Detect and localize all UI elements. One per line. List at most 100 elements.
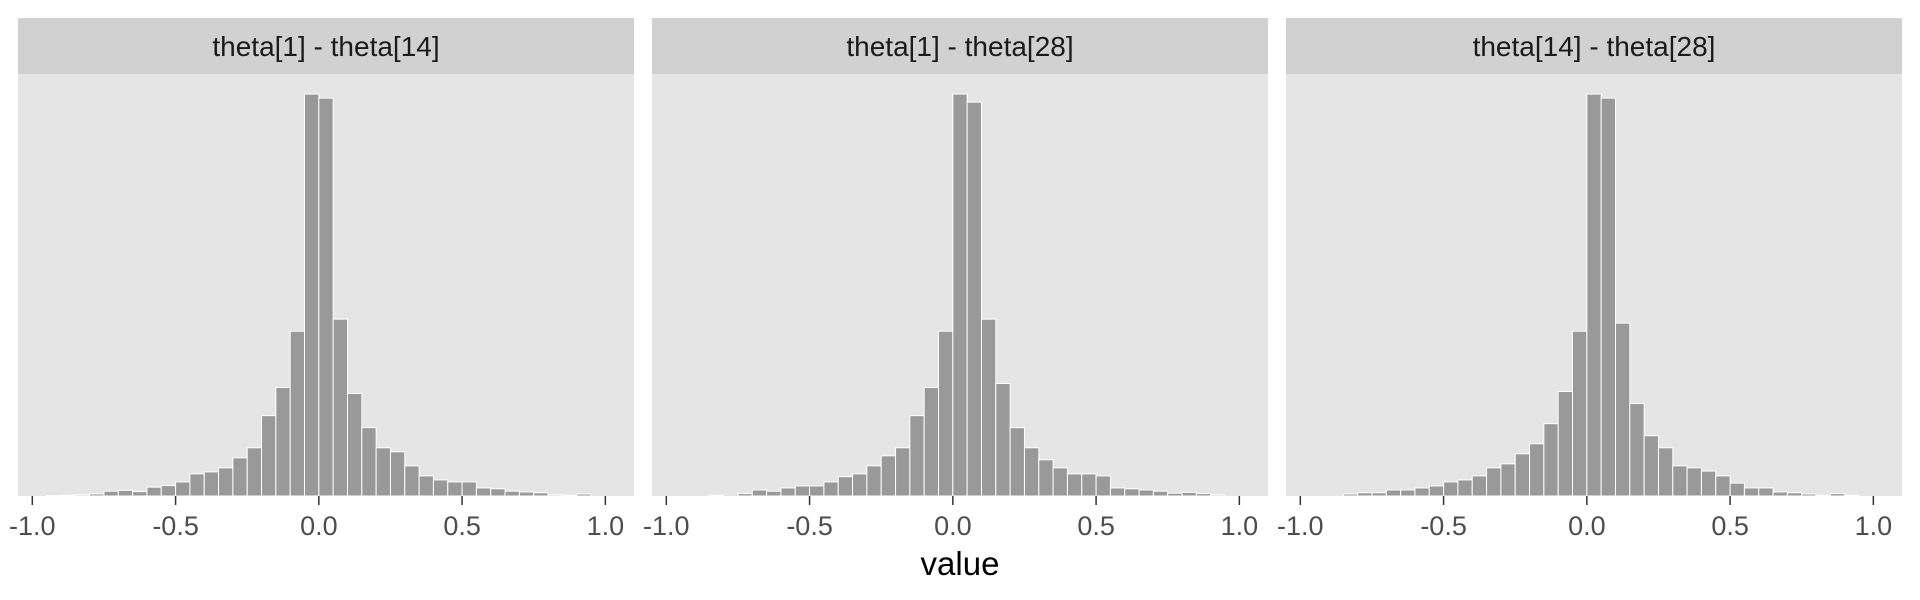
histogram-bar: [1009, 427, 1025, 497]
histogram-bar: [1486, 467, 1502, 497]
histogram-bar: [1529, 443, 1545, 497]
histogram-bar: [708, 494, 725, 497]
histogram-bar: [189, 473, 205, 497]
histogram-bar: [1095, 475, 1111, 497]
histogram-bar: [1572, 330, 1588, 497]
histogram-bar: [1557, 391, 1574, 497]
x-tick-label: -1.0: [1277, 511, 1324, 541]
histogram-bar: [232, 457, 248, 497]
histogram-bar: [780, 487, 796, 497]
histogram-bar: [490, 488, 506, 497]
x-tick-label: -1.0: [643, 511, 690, 541]
facet-panel: theta[14] - theta[28] -1.0 -0.5 0.0 0.5 1.0: [1277, 18, 1902, 541]
histogram-bar: [1500, 463, 1516, 497]
histogram-bar: [1715, 475, 1731, 497]
histogram-bar: [1443, 481, 1459, 497]
facet-panel: theta[1] - theta[14] -1.0 -0.5 0.0 0.5 1.0: [9, 18, 634, 541]
x-tick-label: 0.5: [443, 511, 481, 541]
histogram-bar: [89, 493, 105, 497]
histogram-bar: [576, 493, 592, 497]
histogram-bar: [837, 476, 854, 497]
histogram-bar: [461, 481, 477, 497]
histogram-bar: [1371, 492, 1387, 497]
histogram-bar: [547, 494, 563, 497]
histogram-bar: [218, 467, 234, 497]
histogram-bar: [447, 481, 463, 497]
histogram-bar: [1066, 473, 1083, 497]
histogram-bar: [332, 318, 348, 497]
histogram-bar: [1124, 488, 1140, 497]
histogram-bar: [1428, 485, 1445, 497]
histogram-bar: [1815, 494, 1831, 497]
histogram-bar: [289, 330, 306, 497]
histogram-bar: [952, 93, 968, 497]
histogram-bar: [966, 101, 982, 497]
histogram-bar: [1729, 482, 1745, 497]
histogram-bar: [60, 494, 76, 497]
histogram-bar: [1210, 494, 1226, 497]
histogram-bar: [1743, 487, 1760, 497]
histogram-bar: [1700, 470, 1717, 497]
histogram-bar: [1195, 493, 1212, 497]
histogram-bar: [261, 415, 277, 497]
histogram-bar: [1457, 479, 1473, 497]
histogram-bar: [375, 447, 391, 497]
histogram-bar: [418, 475, 434, 497]
histogram-bar: [980, 318, 997, 497]
histogram-bar: [1657, 447, 1674, 497]
histogram-bar: [1600, 97, 1616, 497]
histogram-bar: [938, 330, 954, 497]
histogram-bar: [304, 93, 320, 497]
x-tick-label: -0.5: [1420, 511, 1467, 541]
x-axis-title: value: [921, 545, 1000, 582]
histogram-bar: [1586, 93, 1602, 497]
x-tick-label: -1.0: [9, 511, 56, 541]
histogram-bar: [132, 491, 148, 497]
histogram-bar: [1342, 493, 1359, 497]
histogram-bar: [1109, 487, 1126, 497]
x-tick-label: 0.5: [1077, 511, 1115, 541]
histogram-bar: [1844, 494, 1860, 497]
histogram-bar: [432, 479, 449, 497]
facet-strip: [18, 18, 634, 74]
histogram-bar: [1152, 490, 1169, 497]
facet-strip-label: theta[1] - theta[14]: [212, 31, 439, 62]
facet-strip-label: theta[1] - theta[28]: [846, 31, 1073, 62]
histogram-bar: [737, 493, 753, 497]
facet-strip: [652, 18, 1268, 74]
histogram-bar: [117, 489, 134, 497]
x-tick-label: -0.5: [152, 511, 199, 541]
x-tick-label: 1.0: [1221, 511, 1259, 541]
histogram-bar: [794, 485, 811, 497]
histogram-bar: [1686, 467, 1702, 497]
histogram-bar: [852, 473, 868, 497]
x-tick-label: 1.0: [1855, 511, 1893, 541]
facet-strip-label: theta[14] - theta[28]: [1473, 31, 1716, 62]
x-tick-label: -0.5: [786, 511, 833, 541]
histogram-bar: [1385, 489, 1402, 497]
histogram-bar: [1672, 465, 1688, 497]
histogram-bar: [1023, 447, 1040, 497]
histogram-bar: [1786, 492, 1803, 497]
histogram-bar: [1643, 435, 1659, 497]
histogram-bar: [751, 489, 768, 497]
histogram-bar: [361, 427, 377, 497]
histogram-bar: [475, 487, 492, 497]
histogram-bar: [880, 455, 897, 497]
histogram-bar: [1167, 492, 1183, 497]
x-tick-label: 0.0: [934, 511, 972, 541]
histogram-bar: [1829, 493, 1846, 497]
histogram-bar: [1514, 453, 1531, 497]
histogram-bar: [389, 451, 406, 497]
histogram-bar: [1038, 459, 1054, 497]
histogram-bar: [1400, 489, 1416, 497]
histogram-bar: [823, 481, 839, 497]
histogram-bar: [1052, 467, 1068, 497]
histogram-bar: [995, 382, 1011, 497]
histogram-bar: [103, 490, 119, 497]
histogram-bar: [1357, 492, 1373, 497]
histogram-bar: [766, 490, 782, 497]
facets-container: theta[1] - theta[14]-1.0 -0.5 0.0 0.5 1.0the…: [9, 18, 1902, 541]
facet-panel: theta[1] - theta[28] -1.0 -0.5 0.0 0.5 1.0: [643, 18, 1268, 541]
histogram-bar: [1181, 491, 1197, 497]
